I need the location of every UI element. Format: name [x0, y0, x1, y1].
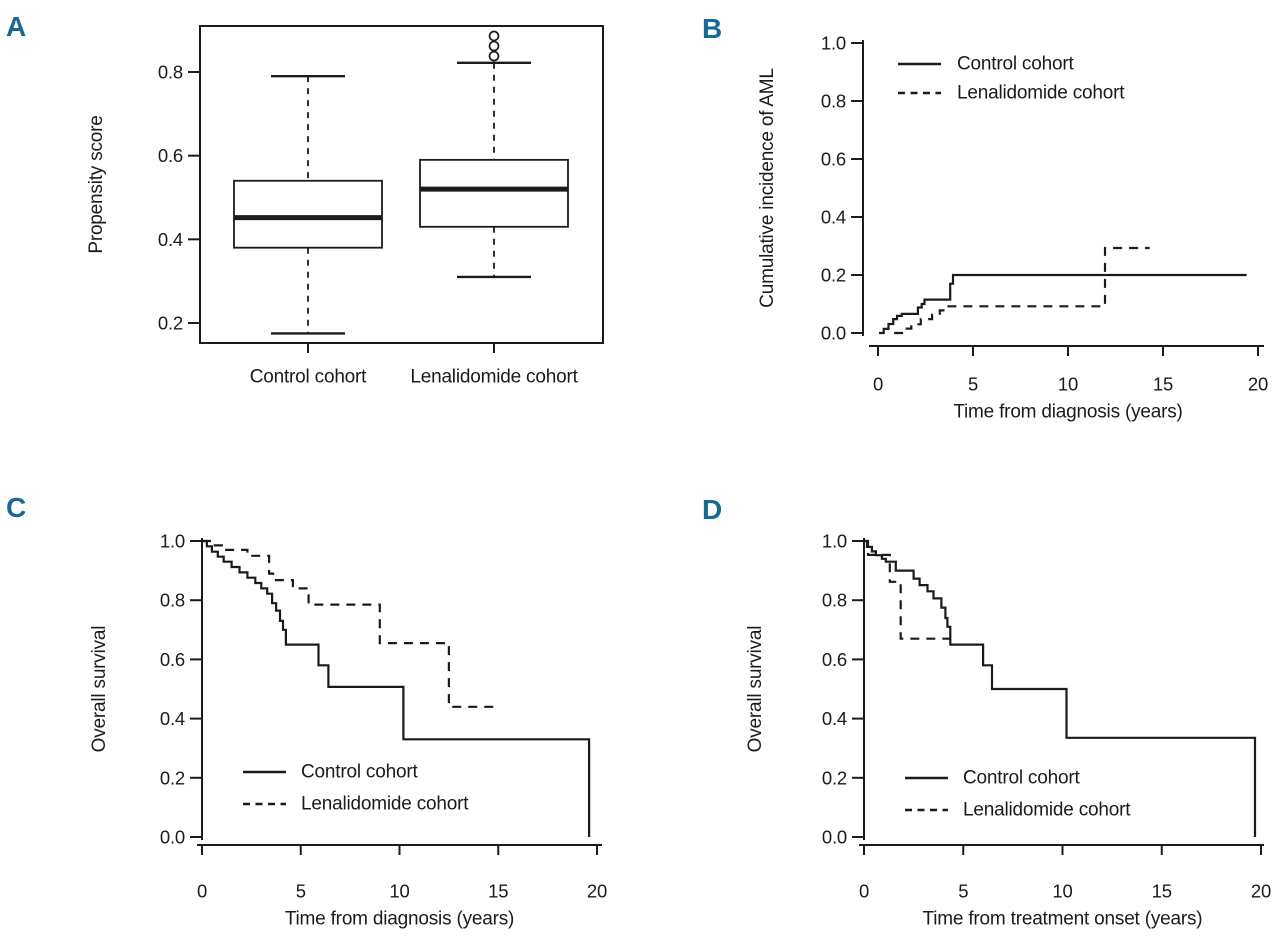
y-tick-label: 0.2: [160, 767, 185, 788]
panel-c-curve-control-cohort: [202, 539, 591, 837]
y-tick-label: 0.6: [821, 149, 846, 170]
panel-a-chart: 0.2 0.4 0.6 0.8 Propensity score Control coho…: [86, 25, 604, 388]
legend-label: Lenalidomide cohort: [963, 800, 1131, 821]
category-label: Control cohort: [250, 367, 367, 388]
y-axis-title: Overall survival: [89, 626, 110, 753]
x-axis-title: Time from treatment onset (years): [923, 909, 1203, 930]
legend-label: Control cohort: [957, 54, 1074, 75]
y-tick-label: 1.0: [160, 531, 185, 552]
y-tick-label: 0.2: [821, 265, 846, 286]
y-axis-title: Overall survival: [745, 626, 766, 753]
legend-label: Control cohort: [963, 768, 1080, 789]
legend-label: Lenalidomide cohort: [301, 794, 469, 815]
panel-d-chart: 0.0 0.2 0.4 0.6 0.8 1.0 Overall survival 0 5 10 15…: [745, 531, 1271, 930]
y-tick-label: 0.8: [158, 62, 183, 83]
category-label: Lenalidomide cohort: [410, 367, 578, 388]
y-tick-label: 0.2: [822, 767, 847, 788]
y-tick-label: 0.0: [821, 323, 846, 344]
x-tick-label: 0: [197, 881, 207, 902]
y-tick-label: 0.0: [822, 827, 847, 848]
outlier-point: [488, 50, 500, 62]
boxplot-lenalidomide-cohort: Lenalidomide cohort: [410, 30, 579, 388]
y-tick-label: 1.0: [821, 33, 846, 54]
x-axis-title: Time from diagnosis (years): [953, 402, 1182, 423]
panel-d-letter: D: [702, 494, 723, 525]
x-tick-label: 15: [488, 881, 508, 902]
y-axis-title: Cumulative incidence of AML: [757, 68, 778, 308]
x-axis-title: Time from diagnosis (years): [285, 909, 514, 930]
x-tick-label: 0: [873, 374, 883, 395]
x-tick-label: 5: [968, 374, 978, 395]
x-tick-label: 10: [1058, 374, 1078, 395]
x-tick-label: 15: [1153, 374, 1173, 395]
x-tick-label: 15: [1152, 881, 1172, 902]
outlier-point: [488, 30, 500, 42]
iqr-box: [233, 179, 383, 249]
y-tick-label: 0.4: [821, 207, 846, 228]
y-tick-label: 0.4: [158, 229, 183, 250]
x-tick-label: 20: [1248, 374, 1268, 395]
y-tick-label: 0.2: [158, 312, 183, 333]
panel-c-chart: 0.0 0.2 0.4 0.6 0.8 1.0 Overall survival 0 5 10 15…: [89, 531, 607, 930]
x-tick-label: 5: [958, 881, 968, 902]
legend-label: Control cohort: [301, 762, 418, 783]
panel-d-curve-control-cohort: [864, 539, 1257, 837]
y-tick-label: 0.4: [822, 708, 847, 729]
boxplot-control-cohort: Control cohort: [233, 74, 383, 388]
x-tick-label: 10: [389, 881, 409, 902]
legend-label: Lenalidomide cohort: [957, 83, 1125, 104]
y-tick-label: 0.4: [160, 708, 185, 729]
x-tick-label: 0: [859, 881, 869, 902]
x-tick-label: 20: [587, 881, 607, 902]
x-tick-label: 10: [1052, 881, 1072, 902]
y-tick-label: 0.8: [822, 590, 847, 611]
panel-a-letter: A: [6, 11, 27, 42]
y-tick-label: 0.8: [160, 590, 185, 611]
y-tick-label: 1.0: [822, 531, 847, 552]
y-tick-label: 0.6: [160, 649, 185, 670]
iqr-box: [419, 158, 569, 228]
panel-c-letter: C: [6, 492, 27, 523]
panel-b-chart: 0.0 0.2 0.4 0.6 0.8 1.0 Cumulative incidence o…: [757, 33, 1268, 423]
y-tick-label: 0.0: [160, 827, 185, 848]
panel-b-letter: B: [702, 13, 723, 44]
outlier-point: [488, 40, 500, 52]
x-tick-label: 5: [296, 881, 306, 902]
panel-b-curve-control-cohort: [879, 273, 1247, 335]
y-tick-label: 0.8: [821, 91, 846, 112]
panel-b-curve-lenalidomide-cohort: [894, 246, 1150, 335]
y-axis-title: Propensity score: [86, 115, 107, 253]
y-tick-label: 0.6: [822, 649, 847, 670]
panel-c-curve-lenalidomide-cohort: [202, 539, 497, 708]
plot-frame: [199, 25, 604, 344]
panel-d-curve-lenalidomide-cohort: [864, 539, 951, 640]
x-tick-label: 20: [1251, 881, 1271, 902]
y-tick-label: 0.6: [158, 145, 183, 166]
